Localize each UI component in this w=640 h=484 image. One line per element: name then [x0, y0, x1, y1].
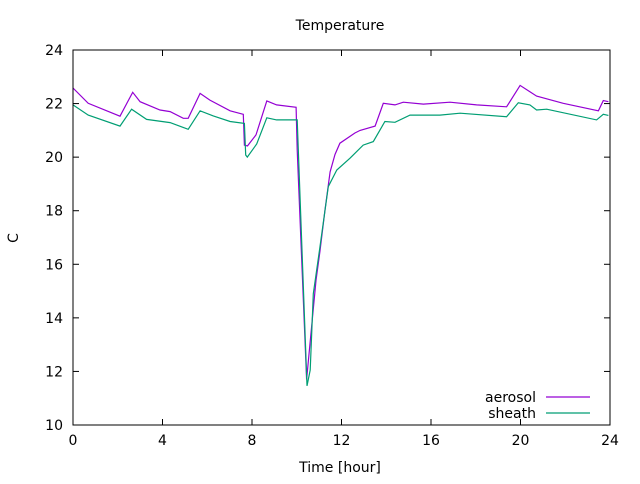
x-tick-label: 20 [512, 433, 530, 449]
y-tick-label: 22 [45, 97, 63, 113]
x-tick-label: 24 [601, 433, 619, 449]
series-line-aerosol [72, 84, 609, 380]
plot-border [72, 49, 611, 426]
legend-label-aerosol: aerosol [485, 390, 536, 406]
x-tick-label: 12 [333, 433, 351, 449]
y-tick-label: 20 [45, 150, 63, 166]
y-tick-label: 24 [45, 43, 63, 59]
x-tick-label: 4 [158, 433, 167, 449]
series-line-sheath [72, 102, 609, 387]
y-tick-label: 16 [45, 257, 63, 273]
y-tick-label: 12 [45, 364, 63, 380]
x-tick-label: 8 [248, 433, 257, 449]
y-tick-label: 10 [45, 418, 63, 434]
y-axis-label: C [6, 233, 22, 243]
x-tick-label: 0 [69, 433, 78, 449]
legend-label-sheath: sheath [488, 406, 536, 422]
x-tick-label: 16 [422, 433, 440, 449]
x-axis-label: Time [hour] [298, 460, 381, 476]
y-tick-label: 18 [45, 204, 63, 220]
y-tick-label: 14 [45, 311, 63, 327]
chart-title: Temperature [295, 18, 385, 34]
